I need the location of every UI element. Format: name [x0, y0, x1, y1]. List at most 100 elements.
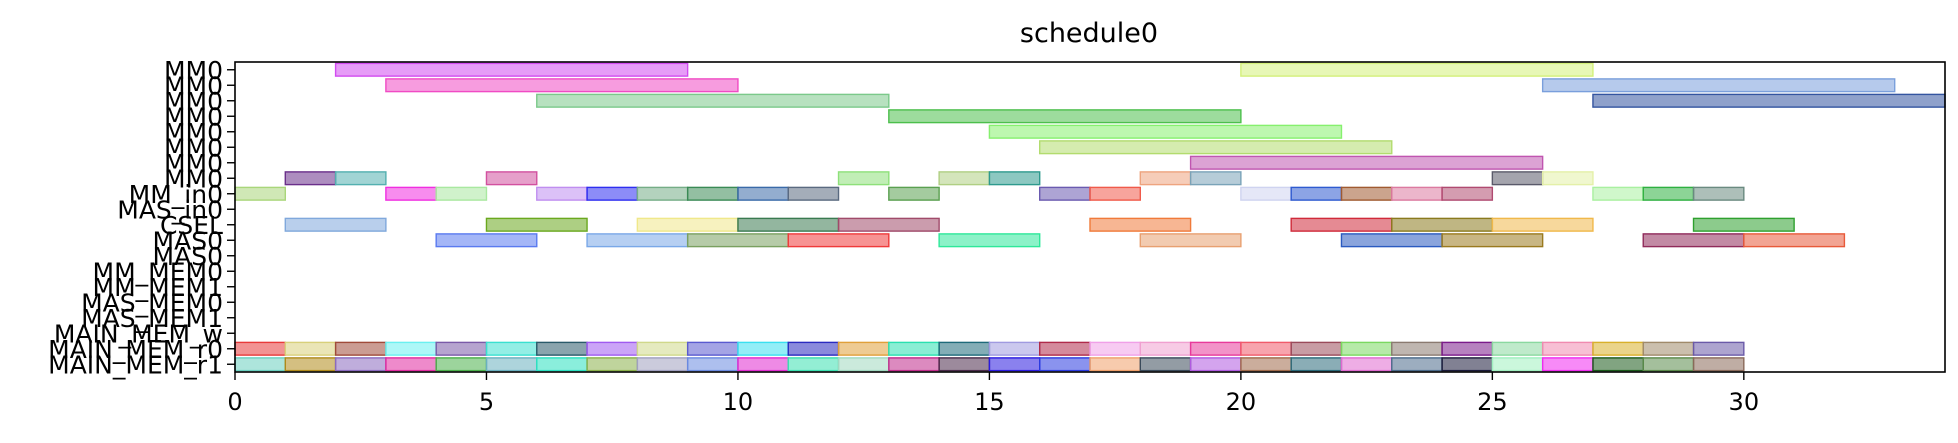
- task-bar-63: [385, 341, 437, 356]
- task-bar-18: [1491, 171, 1544, 186]
- task-bar-23: [536, 186, 588, 201]
- task-bar-19: [1541, 171, 1594, 186]
- task-bar-32: [1240, 186, 1292, 201]
- y-tick-label-7: MM0: [164, 164, 223, 193]
- task-bar-83: [1391, 341, 1443, 356]
- task-bar-56: [1340, 233, 1443, 248]
- task-bar-71: [787, 341, 840, 356]
- task-bar-81: [1290, 341, 1343, 356]
- task-bar-109: [1189, 357, 1242, 372]
- task-bar-9: [1189, 155, 1544, 170]
- y-tick-label-0: MM0: [164, 56, 223, 85]
- task-bar-108: [1139, 357, 1192, 372]
- x-tick-label-4: 20: [1226, 388, 1257, 416]
- task-bar-68: [636, 341, 689, 356]
- task-bar-85: [1491, 341, 1544, 356]
- y-tick-label-8: MM_in0: [129, 180, 223, 209]
- task-bar-10: [284, 171, 337, 186]
- task-bar-5: [1592, 93, 1946, 108]
- task-bar-8: [1039, 140, 1393, 155]
- task-bar-40: [284, 217, 387, 232]
- task-bar-74: [938, 341, 991, 356]
- task-bar-78: [1139, 341, 1192, 356]
- task-bar-90: [234, 357, 286, 372]
- task-bar-28: [787, 186, 840, 201]
- task-bar-80: [1240, 341, 1292, 356]
- task-bar-105: [988, 357, 1041, 372]
- task-bar-116: [1541, 357, 1594, 372]
- task-bar-21: [385, 186, 437, 201]
- task-bar-27: [737, 186, 789, 201]
- x-tick-label-3: 15: [974, 388, 1005, 416]
- task-bar-29: [888, 186, 940, 201]
- task-bar-3: [1541, 78, 1896, 93]
- task-bar-61: [284, 341, 337, 356]
- task-bar-107: [1089, 357, 1141, 372]
- task-bar-82: [1340, 341, 1393, 356]
- task-bar-36: [1441, 186, 1494, 201]
- y-tick-label-13: MM_MEM0: [93, 257, 223, 286]
- task-bar-25: [636, 186, 689, 201]
- task-bar-55: [1139, 233, 1242, 248]
- task-bar-45: [1089, 217, 1192, 232]
- task-bar-92: [334, 357, 387, 372]
- task-bar-12: [485, 171, 538, 186]
- task-bar-54: [938, 233, 1041, 248]
- task-bar-46: [1290, 217, 1393, 232]
- task-bar-57: [1441, 233, 1544, 248]
- task-bar-119: [1692, 357, 1745, 372]
- task-bar-60: [234, 341, 286, 356]
- task-bar-6: [888, 109, 1242, 124]
- task-bar-104: [938, 357, 991, 372]
- task-bar-73: [888, 341, 940, 356]
- task-bar-48: [1491, 217, 1594, 232]
- task-bar-22: [435, 186, 488, 201]
- y-tick-label-5: MM0: [164, 133, 223, 162]
- task-bar-24: [586, 186, 639, 201]
- y-tick-label-11: MAS0: [153, 226, 223, 255]
- task-bar-4: [536, 93, 890, 108]
- task-bar-2: [385, 78, 739, 93]
- task-bar-111: [1290, 357, 1343, 372]
- y-tick-label-1: MM0: [164, 71, 223, 100]
- task-bar-17: [1189, 171, 1242, 186]
- task-bar-101: [787, 357, 840, 372]
- task-bar-100: [737, 357, 789, 372]
- task-bar-47: [1391, 217, 1494, 232]
- task-bar-72: [837, 341, 890, 356]
- task-bar-97: [586, 357, 639, 372]
- task-bar-91: [284, 357, 337, 372]
- task-bar-114: [1441, 357, 1494, 372]
- task-bar-38: [1642, 186, 1695, 201]
- task-bar-94: [435, 357, 488, 372]
- task-bar-59: [1743, 233, 1846, 248]
- y-tick-label-6: MM0: [164, 149, 223, 178]
- task-bar-15: [988, 171, 1041, 186]
- task-bar-115: [1491, 357, 1544, 372]
- task-bar-99: [686, 357, 739, 372]
- y-axis: MM0MM0MM0MM0MM0MM0MM0MM0MM_in0MAS_in0CSE…: [48, 56, 235, 379]
- plot-frame: [234, 61, 1946, 373]
- x-tick-label-1: 5: [479, 388, 494, 416]
- task-bar-103: [888, 357, 940, 372]
- task-bar-44: [837, 217, 940, 232]
- x-tick-label-6: 30: [1729, 388, 1760, 416]
- task-bar-16: [1139, 171, 1192, 186]
- task-bar-7: [988, 124, 1343, 139]
- task-bar-64: [435, 341, 488, 356]
- task-bar-20: [234, 186, 286, 201]
- task-bar-113: [1391, 357, 1443, 372]
- task-bar-50: [435, 233, 538, 248]
- task-bar-98: [636, 357, 689, 372]
- chart-title: schedule0: [1020, 18, 1158, 49]
- task-bar-41: [485, 217, 588, 232]
- task-bar-65: [485, 341, 538, 356]
- task-bar-14: [938, 171, 991, 186]
- task-bar-77: [1089, 341, 1141, 356]
- task-bar-51: [586, 233, 689, 248]
- task-bar-69: [686, 341, 739, 356]
- task-bar-96: [536, 357, 588, 372]
- task-bar-42: [636, 217, 739, 232]
